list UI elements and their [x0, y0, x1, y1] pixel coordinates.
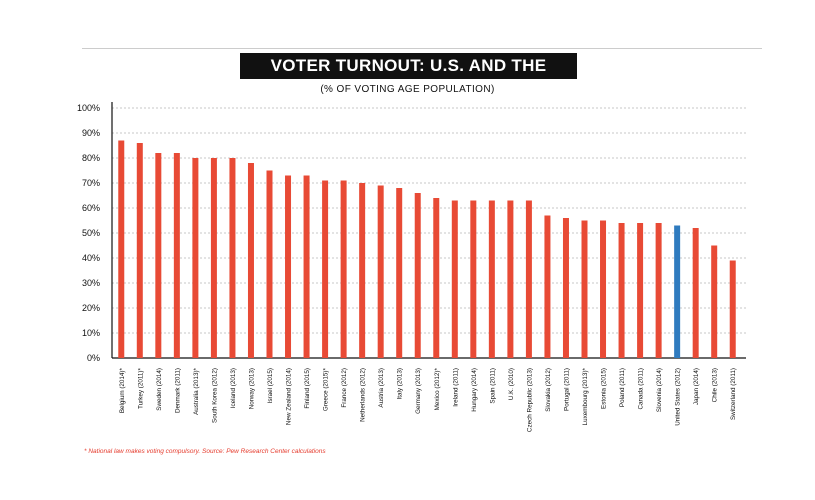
x-tick-label: Denmark (2011)	[174, 368, 181, 413]
x-tick-label: Ireland (2011)	[452, 368, 459, 407]
x-tick-label: Estonia (2015)	[601, 368, 608, 409]
bar	[155, 153, 162, 358]
bar	[692, 228, 699, 358]
x-tick-label: Luxembourg (2013)*	[582, 367, 589, 425]
bar	[581, 220, 588, 358]
bar	[192, 158, 199, 358]
bar	[340, 180, 347, 358]
x-tick-label: U.K. (2010)	[508, 368, 515, 400]
x-tick-label: Germany (2013)	[415, 368, 422, 414]
bar	[433, 198, 440, 358]
x-tick-label: Sweden (2014)	[156, 368, 163, 411]
x-tick-label: Slovakia (2012)	[545, 368, 552, 412]
y-tick-label: 90%	[82, 128, 100, 138]
bar	[470, 200, 477, 358]
x-tick-label: Poland (2011)	[619, 368, 626, 407]
y-tick-label: 50%	[82, 228, 100, 238]
x-tick-label: United States (2012)	[675, 368, 682, 426]
x-tick-label: South Korea (2012)	[211, 368, 218, 423]
bar	[396, 188, 403, 358]
bar	[173, 153, 180, 358]
x-tick-label: Mexico (2012)*	[434, 367, 441, 410]
x-tick-label: Iceland (2013)	[230, 368, 237, 408]
chart-title: VOTER TURNOUT: U.S. AND THE WORLD	[240, 53, 577, 101]
x-tick-label: Israel (2015)	[267, 368, 274, 403]
bar	[525, 200, 532, 358]
x-tick-label: Austria (2013)	[378, 368, 385, 408]
chart-subtitle: (% OF VOTING AGE POPULATION)	[320, 84, 495, 95]
x-tick-label: Portugal (2011)	[563, 368, 570, 411]
x-tick-label: Canada (2011)	[638, 368, 645, 410]
y-tick-label: 30%	[82, 278, 100, 288]
x-tick-label: Finland (2015)	[304, 368, 311, 409]
bar	[359, 183, 366, 358]
y-tick-label: 0%	[87, 353, 100, 363]
y-tick-label: 40%	[82, 253, 100, 263]
x-tick-label: Italy (2013)	[397, 368, 404, 400]
x-tick-label: Belgium (2014)*	[119, 367, 126, 413]
y-tick-label: 10%	[82, 328, 100, 338]
y-tick-label: 70%	[82, 178, 100, 188]
bar	[544, 215, 551, 358]
x-tick-label: Japan (2014)	[693, 368, 700, 405]
bar	[600, 220, 607, 358]
x-tick-label: New Zealand (2014)	[286, 368, 293, 425]
x-tick-label: Greece (2015)*	[323, 367, 330, 411]
top-divider	[82, 48, 762, 49]
bar	[655, 223, 662, 358]
bar	[711, 245, 718, 358]
bar	[414, 193, 421, 358]
bar	[136, 143, 143, 358]
x-tick-label: Spain (2011)	[489, 368, 496, 404]
x-tick-label: Slovenia (2014)	[656, 368, 663, 412]
x-tick-label: Czech Republic (2013)	[526, 368, 533, 432]
x-tick-label: Hungary (2014)	[471, 368, 478, 412]
bar	[285, 175, 292, 358]
bar	[618, 223, 625, 358]
y-tick-label: 60%	[82, 203, 100, 213]
x-tick-label: France (2012)	[341, 368, 348, 408]
bar	[210, 158, 217, 358]
chart-footnote: * National law makes voting compulsory. …	[84, 448, 326, 455]
bar	[488, 200, 495, 358]
x-tick-label: Netherlands (2012)	[360, 368, 367, 422]
bar	[118, 140, 125, 358]
bar	[229, 158, 236, 358]
bar	[247, 163, 254, 358]
bar	[674, 225, 681, 358]
bar	[507, 200, 514, 358]
bar	[637, 223, 644, 358]
x-tick-label: Switzerland (2011)	[730, 368, 737, 420]
x-tick-label: Turkey (2011)*	[137, 367, 144, 408]
bar	[303, 175, 310, 358]
x-tick-label: Norway (2013)	[248, 368, 255, 409]
x-tick-label: Chile (2013)	[712, 368, 719, 402]
bar	[266, 170, 273, 358]
x-tick-label: Australia (2013)*	[193, 367, 200, 414]
bar	[377, 185, 384, 358]
bar	[451, 200, 458, 358]
y-tick-label: 100%	[77, 103, 100, 113]
bar	[562, 218, 569, 358]
y-tick-label: 80%	[82, 153, 100, 163]
bar	[729, 260, 736, 358]
bar	[322, 180, 329, 358]
y-tick-label: 20%	[82, 303, 100, 313]
